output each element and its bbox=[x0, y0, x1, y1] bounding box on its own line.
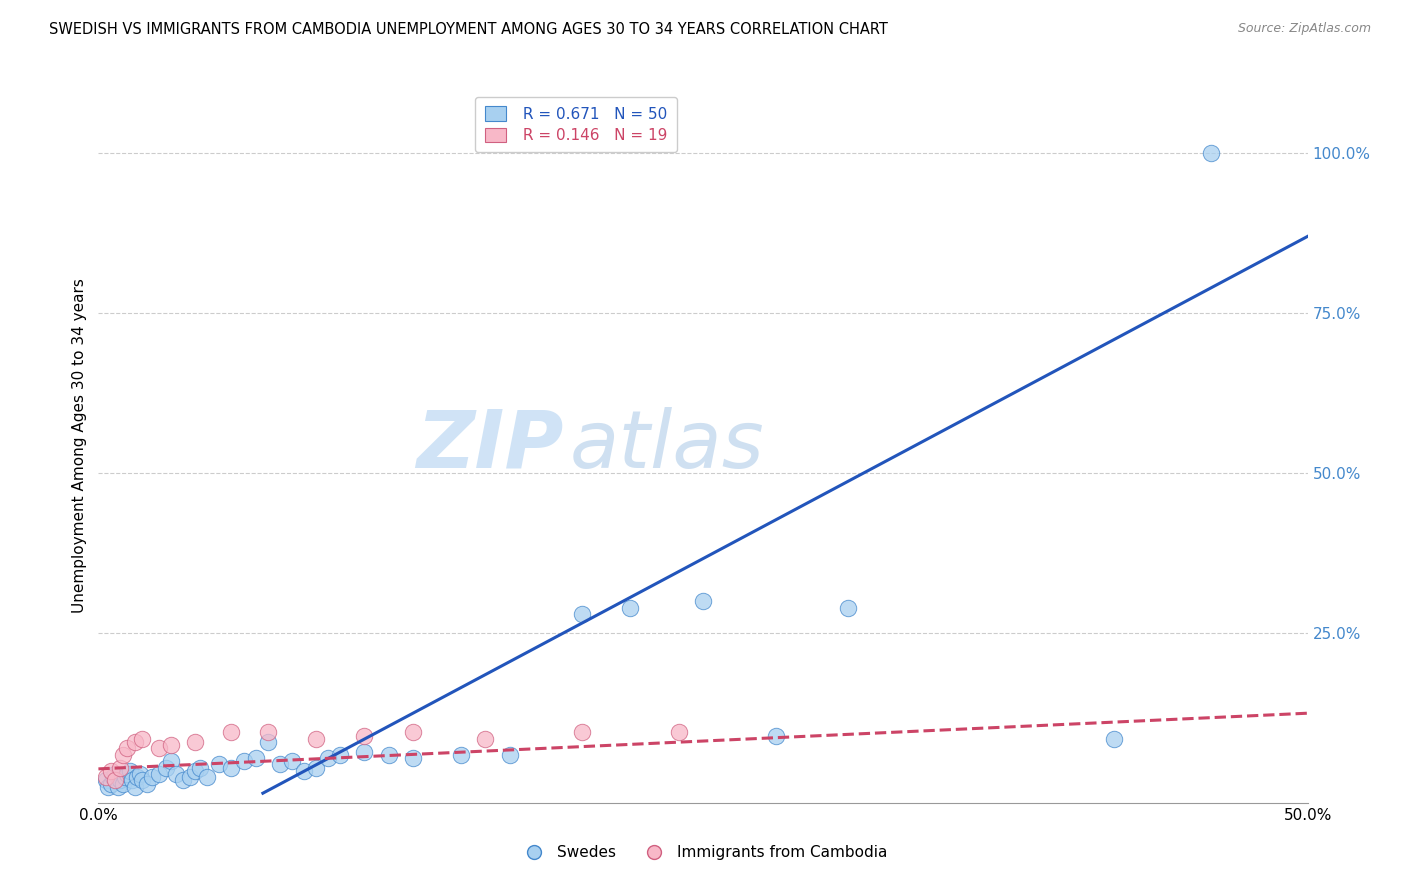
Point bbox=[117, 767, 139, 781]
Point bbox=[94, 770, 117, 784]
Point bbox=[100, 764, 122, 778]
Point bbox=[131, 773, 153, 788]
Point bbox=[281, 754, 304, 768]
Point bbox=[94, 773, 117, 788]
Point bbox=[1199, 146, 1222, 161]
Point bbox=[111, 776, 134, 790]
Legend: Swedes, Immigrants from Cambodia: Swedes, Immigrants from Cambodia bbox=[513, 839, 893, 866]
Text: Source: ZipAtlas.com: Source: ZipAtlas.com bbox=[1237, 22, 1371, 36]
Point bbox=[179, 770, 201, 784]
Point bbox=[131, 731, 153, 746]
Point bbox=[114, 770, 136, 784]
Point bbox=[377, 747, 399, 762]
Point bbox=[160, 754, 183, 768]
Point bbox=[184, 764, 207, 778]
Point bbox=[124, 780, 146, 794]
Point bbox=[117, 741, 139, 756]
Point bbox=[221, 725, 243, 739]
Point bbox=[692, 594, 714, 608]
Point bbox=[97, 780, 120, 794]
Point bbox=[353, 729, 375, 743]
Point bbox=[316, 751, 339, 765]
Point bbox=[141, 770, 163, 784]
Point bbox=[474, 731, 496, 746]
Point bbox=[619, 600, 641, 615]
Point bbox=[108, 761, 131, 775]
Point bbox=[765, 729, 787, 743]
Point bbox=[245, 751, 267, 765]
Point bbox=[305, 761, 328, 775]
Point bbox=[188, 761, 211, 775]
Point bbox=[172, 773, 194, 788]
Text: SWEDISH VS IMMIGRANTS FROM CAMBODIA UNEMPLOYMENT AMONG AGES 30 TO 34 YEARS CORRE: SWEDISH VS IMMIGRANTS FROM CAMBODIA UNEM… bbox=[49, 22, 889, 37]
Point bbox=[269, 757, 291, 772]
Point bbox=[232, 754, 254, 768]
Point bbox=[195, 770, 218, 784]
Point bbox=[155, 761, 177, 775]
Point bbox=[837, 600, 859, 615]
Y-axis label: Unemployment Among Ages 30 to 34 years: Unemployment Among Ages 30 to 34 years bbox=[72, 278, 87, 614]
Point bbox=[329, 747, 352, 762]
Point bbox=[118, 764, 141, 778]
Point bbox=[128, 767, 150, 781]
Point bbox=[184, 735, 207, 749]
Point bbox=[148, 767, 170, 781]
Point bbox=[111, 747, 134, 762]
Point bbox=[127, 770, 149, 784]
Point bbox=[107, 780, 129, 794]
Point bbox=[305, 731, 328, 746]
Point bbox=[221, 761, 243, 775]
Point bbox=[498, 747, 520, 762]
Point bbox=[668, 725, 690, 739]
Point bbox=[208, 757, 231, 772]
Point bbox=[571, 725, 593, 739]
Point bbox=[165, 767, 187, 781]
Point bbox=[121, 773, 143, 788]
Point bbox=[292, 764, 315, 778]
Point bbox=[101, 770, 124, 784]
Point bbox=[108, 773, 131, 788]
Point bbox=[148, 741, 170, 756]
Text: atlas: atlas bbox=[569, 407, 765, 485]
Point bbox=[160, 738, 183, 752]
Point bbox=[104, 767, 127, 781]
Text: ZIP: ZIP bbox=[416, 407, 564, 485]
Point bbox=[256, 735, 278, 749]
Point bbox=[571, 607, 593, 621]
Point bbox=[402, 751, 425, 765]
Point bbox=[256, 725, 278, 739]
Point bbox=[353, 745, 375, 759]
Point bbox=[402, 725, 425, 739]
Point bbox=[124, 735, 146, 749]
Point bbox=[100, 776, 122, 790]
Point bbox=[104, 773, 127, 788]
Point bbox=[135, 776, 157, 790]
Point bbox=[1102, 731, 1125, 746]
Point bbox=[450, 747, 472, 762]
